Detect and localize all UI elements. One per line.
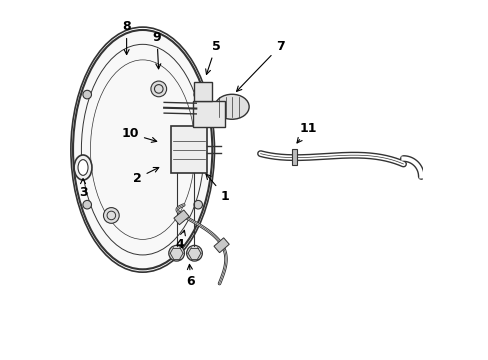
Text: 2: 2: [133, 167, 159, 185]
Text: 1: 1: [205, 174, 229, 203]
Circle shape: [83, 201, 91, 209]
Bar: [194, 82, 212, 102]
Ellipse shape: [78, 159, 88, 175]
Text: 6: 6: [186, 264, 195, 288]
Bar: [174, 210, 189, 225]
Text: 9: 9: [152, 31, 161, 69]
Bar: [214, 238, 229, 253]
Text: 3: 3: [79, 179, 87, 199]
Circle shape: [103, 208, 119, 223]
Text: 10: 10: [121, 127, 156, 142]
Circle shape: [83, 90, 91, 99]
Ellipse shape: [168, 246, 184, 261]
Text: 8: 8: [122, 20, 131, 54]
Bar: [291, 149, 297, 165]
Ellipse shape: [73, 30, 212, 269]
Text: 5: 5: [205, 40, 220, 75]
Ellipse shape: [186, 246, 202, 261]
Bar: [192, 100, 224, 127]
Circle shape: [194, 201, 202, 209]
Circle shape: [151, 81, 166, 97]
Ellipse shape: [74, 155, 92, 180]
Text: 4: 4: [176, 230, 185, 251]
Text: 11: 11: [296, 122, 317, 143]
Text: 7: 7: [236, 40, 284, 91]
Ellipse shape: [214, 94, 248, 119]
Bar: [171, 126, 206, 173]
Circle shape: [194, 90, 202, 99]
